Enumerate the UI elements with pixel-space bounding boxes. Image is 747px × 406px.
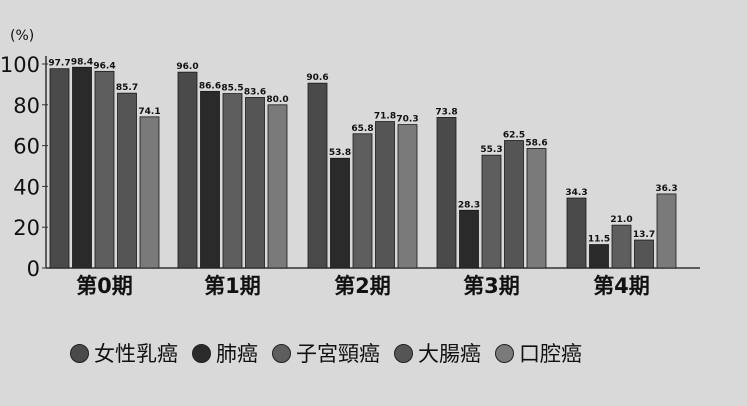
legend: 女性乳癌 肺癌 子宮頸癌 大腸癌 口腔癌 (70, 338, 582, 368)
data-label: 13.7 (633, 230, 655, 240)
y-tick-label: 20 (13, 216, 40, 240)
data-label: 96.4 (93, 61, 115, 71)
bar (634, 239, 654, 269)
bar (94, 70, 115, 269)
legend-label: 子宮頸癌 (296, 342, 380, 366)
bar (330, 157, 350, 269)
data-label: 96.0 (176, 62, 198, 72)
data-label: 62.5 (503, 131, 525, 141)
legend-item: 口腔癌 (495, 338, 582, 368)
y-tick-label: 0 (27, 257, 40, 281)
legend-item: 女性乳癌 (70, 338, 178, 368)
data-label: 53.8 (329, 148, 351, 158)
bar (526, 148, 547, 269)
legend-item: 肺癌 (192, 338, 258, 368)
bar (200, 90, 220, 269)
y-tick-label: 40 (13, 175, 40, 199)
data-label: 85.7 (116, 83, 138, 93)
y-tick-label: 100 (0, 53, 40, 77)
bar (139, 116, 160, 269)
data-label: 97.7 (48, 59, 70, 69)
data-label: 21.0 (610, 215, 632, 225)
legend-label: 女性乳癌 (94, 342, 178, 366)
bar (375, 121, 395, 269)
legend-item: 大腸癌 (394, 338, 481, 368)
bar (117, 92, 137, 269)
x-tick-label: 第4期 (593, 274, 650, 298)
bar (177, 71, 198, 269)
bar (459, 209, 479, 269)
data-label: 73.8 (435, 107, 457, 117)
legend-swatch-icon (192, 343, 211, 363)
bar (49, 68, 70, 269)
y-tick-label: 60 (13, 135, 40, 159)
data-label: 85.5 (221, 84, 243, 94)
legend-swatch-icon (272, 343, 291, 363)
y-axis-label: (%) (10, 28, 34, 44)
data-label: 36.3 (655, 184, 677, 194)
bar (436, 117, 457, 269)
data-label: 90.6 (306, 73, 328, 83)
data-label: 74.1 (138, 107, 160, 117)
bar (481, 154, 502, 269)
legend-label: 口腔癌 (519, 342, 582, 366)
bar (397, 124, 418, 269)
bar (589, 244, 609, 269)
data-label: 58.6 (525, 138, 547, 148)
x-tick-label: 第0期 (76, 274, 133, 298)
bar (656, 193, 677, 269)
data-label: 83.6 (244, 87, 266, 97)
y-tick-label: 80 (13, 94, 40, 118)
legend-swatch-icon (394, 343, 413, 363)
legend-label: 肺癌 (216, 342, 258, 366)
legend-swatch-icon (495, 343, 514, 363)
legend-item: 子宮頸癌 (272, 338, 380, 368)
bar (72, 66, 92, 269)
legend-label: 大腸癌 (418, 342, 481, 366)
data-label: 28.3 (458, 200, 480, 210)
data-label: 11.5 (588, 235, 610, 245)
x-tick-label: 第1期 (204, 274, 261, 298)
bar (245, 97, 265, 269)
x-tick-label: 第2期 (334, 274, 391, 298)
bar (222, 93, 243, 269)
bar (566, 197, 587, 269)
data-label: 86.6 (199, 81, 221, 91)
bar (352, 133, 373, 269)
bar (611, 224, 632, 269)
bar (504, 140, 524, 269)
data-label: 71.8 (374, 112, 396, 122)
data-label: 65.8 (351, 124, 373, 134)
data-label: 34.3 (565, 188, 587, 198)
data-label: 80.0 (266, 95, 288, 105)
bar (307, 82, 328, 269)
bar (267, 104, 288, 269)
data-label: 70.3 (396, 115, 418, 125)
data-label: 55.3 (480, 145, 502, 155)
data-label: 98.4 (71, 57, 93, 67)
x-tick-label: 第3期 (463, 274, 520, 298)
legend-swatch-icon (70, 343, 89, 363)
